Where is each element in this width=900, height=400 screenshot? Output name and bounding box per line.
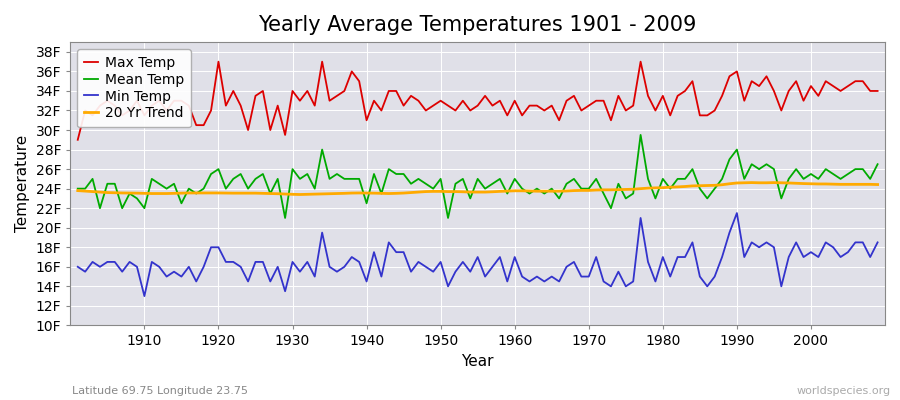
Mean Temp: [72, 186, 83, 191]
Min Temp: [509, 255, 520, 260]
20 Yr Trend: [131, 191, 142, 196]
Mean Temp: [606, 206, 616, 210]
Min Temp: [606, 284, 616, 289]
Mean Temp: [509, 176, 520, 181]
20 Yr Trend: [72, 188, 83, 193]
20 Yr Trend: [302, 192, 312, 197]
Line: Max Temp: Max Temp: [77, 62, 878, 140]
Max Temp: [872, 88, 883, 93]
Mean Temp: [131, 196, 142, 201]
Mean Temp: [872, 162, 883, 167]
Min Temp: [732, 211, 742, 216]
Min Temp: [72, 264, 83, 269]
Y-axis label: Temperature: Temperature: [15, 135, 30, 232]
Min Temp: [302, 260, 312, 264]
X-axis label: Year: Year: [462, 354, 494, 369]
Min Temp: [872, 240, 883, 245]
20 Yr Trend: [606, 188, 616, 192]
Text: Latitude 69.75 Longitude 23.75: Latitude 69.75 Longitude 23.75: [72, 386, 248, 396]
Title: Yearly Average Temperatures 1901 - 2009: Yearly Average Temperatures 1901 - 2009: [258, 15, 697, 35]
Max Temp: [302, 88, 312, 93]
Min Temp: [139, 294, 149, 298]
Max Temp: [606, 118, 616, 123]
Text: worldspecies.org: worldspecies.org: [796, 386, 891, 396]
Min Temp: [517, 274, 527, 279]
Mean Temp: [517, 186, 527, 191]
Mean Temp: [302, 172, 312, 176]
Max Temp: [131, 98, 142, 103]
Min Temp: [131, 264, 142, 269]
20 Yr Trend: [746, 180, 757, 185]
Mean Temp: [346, 176, 357, 181]
Line: 20 Yr Trend: 20 Yr Trend: [77, 182, 878, 194]
Mean Temp: [280, 216, 291, 220]
20 Yr Trend: [872, 182, 883, 187]
Line: Min Temp: Min Temp: [77, 213, 878, 296]
20 Yr Trend: [346, 191, 357, 196]
Max Temp: [509, 98, 520, 103]
Min Temp: [346, 255, 357, 260]
20 Yr Trend: [294, 192, 305, 197]
Max Temp: [346, 69, 357, 74]
20 Yr Trend: [509, 188, 520, 193]
Line: Mean Temp: Mean Temp: [77, 135, 878, 218]
Legend: Max Temp, Mean Temp, Min Temp, 20 Yr Trend: Max Temp, Mean Temp, Min Temp, 20 Yr Tre…: [77, 49, 191, 127]
Mean Temp: [635, 132, 646, 137]
Max Temp: [213, 59, 224, 64]
Max Temp: [72, 138, 83, 142]
Max Temp: [517, 113, 527, 118]
20 Yr Trend: [517, 188, 527, 193]
